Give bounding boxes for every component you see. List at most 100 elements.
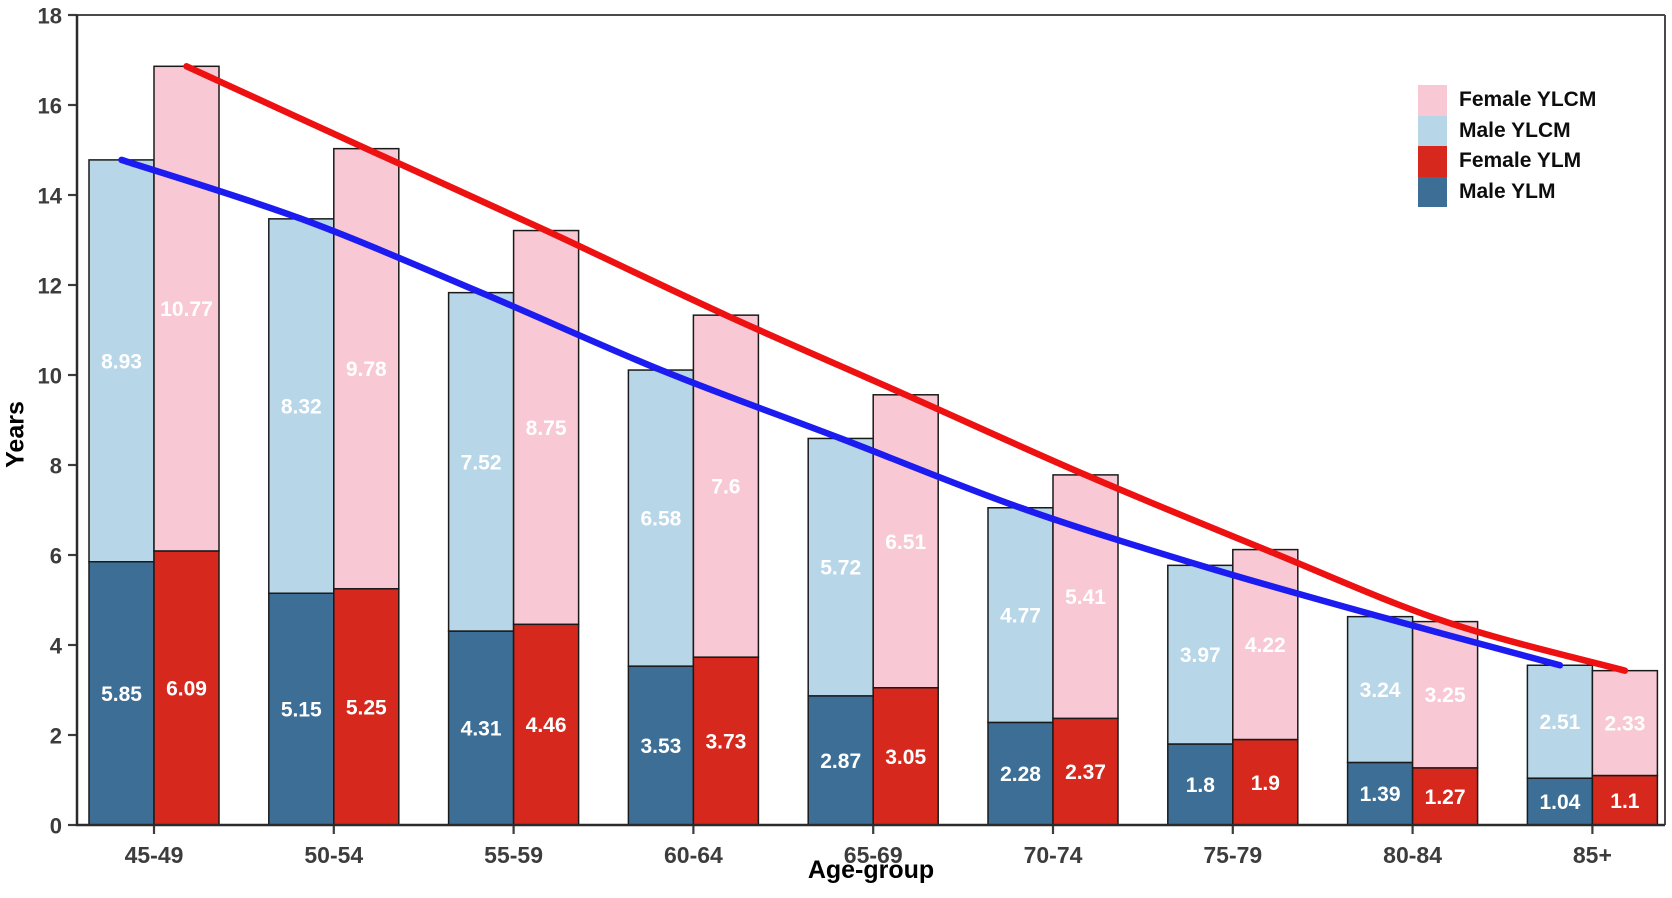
legend-swatch: [1418, 146, 1447, 177]
bar-segment: [447, 630, 515, 826]
bar-value-label: 5.41: [1065, 586, 1106, 609]
y-axis-title: Years: [1, 401, 30, 468]
bar-value-label: 8.93: [101, 350, 142, 373]
bar-segment: [1167, 564, 1234, 745]
y-tick-label: 10: [38, 364, 62, 389]
bar-value-label: 6.51: [885, 531, 926, 554]
bar-segment: [692, 314, 760, 658]
bar-segment: [1526, 664, 1594, 779]
legend-label: Male YLCM: [1459, 118, 1571, 142]
bar-segment: [1591, 669, 1659, 777]
male-total-line: [118, 156, 1564, 669]
x-tick-label: 70-74: [1024, 842, 1083, 868]
bar-segment: [1052, 474, 1119, 720]
bar-value-label: 5.15: [281, 699, 322, 722]
bar-value-label: 2.37: [1065, 761, 1106, 784]
bar-segment: [268, 592, 335, 826]
legend-item: Male YLCM: [1418, 115, 1596, 146]
bar-value-label: 1.9: [1251, 772, 1280, 795]
x-axis-title: Age-group: [807, 856, 935, 884]
bar-value-label: 2.28: [1000, 763, 1041, 786]
bar-segment: [333, 147, 400, 590]
bar-value-label: 1.27: [1425, 786, 1466, 809]
y-tick-label: 14: [38, 184, 63, 209]
bar-value-label: 1.8: [1186, 774, 1216, 797]
bar-segment: [987, 507, 1054, 724]
bar-segment: [1411, 620, 1479, 769]
bar-value-label: 10.77: [160, 298, 213, 321]
bar-value-label: 6.09: [166, 677, 207, 700]
bar-segment: [692, 656, 760, 826]
bar-value-label: 4.22: [1245, 634, 1286, 657]
bar-segment: [88, 159, 155, 563]
legend-item: Female YLCM: [1418, 85, 1596, 116]
bar-value-label: 5.85: [101, 683, 142, 706]
bar-value-label: 2.33: [1604, 713, 1645, 736]
bar-segment: [512, 229, 580, 626]
bar-value-label: 3.25: [1425, 684, 1466, 707]
y-tick-label: 6: [50, 544, 62, 569]
x-tick-label: 80-84: [1383, 842, 1442, 868]
y-tick-label: 4: [50, 634, 63, 659]
bar-segment: [1346, 761, 1414, 826]
bar-value-label: 7.6: [711, 476, 740, 499]
x-tick-label: 55-59: [484, 842, 543, 868]
legend-item: Male YLM: [1418, 176, 1596, 207]
legend-swatch: [1418, 85, 1447, 116]
legend-label: Male YLM: [1459, 179, 1556, 203]
bar-segment: [153, 65, 220, 552]
bar-segment: [1052, 717, 1119, 826]
bar-value-label: 4.46: [526, 714, 567, 737]
bar-segment: [872, 687, 939, 826]
bar-segment: [268, 218, 335, 594]
bar-segment: [333, 588, 400, 826]
bar-segment: [153, 550, 220, 826]
y-tick-label: 16: [38, 94, 62, 119]
x-tick-label: 60-64: [664, 842, 723, 868]
x-tick-label: 85+: [1573, 842, 1612, 868]
bar-segment: [627, 369, 695, 667]
bar-value-label: 3.97: [1180, 644, 1221, 667]
bar-value-label: 6.58: [640, 508, 681, 531]
legend-swatch: [1418, 176, 1447, 207]
bar-segment: [987, 721, 1054, 826]
bar-segment: [807, 695, 874, 826]
legend-label: Female YLCM: [1459, 88, 1597, 112]
bar-value-label: 5.72: [820, 557, 861, 580]
legend: Female YLCM Male YLCM Female YLM Male YLM: [1418, 85, 1596, 207]
bar-segment: [88, 561, 155, 826]
bar-value-label: 8.32: [281, 396, 322, 419]
bar-value-label: 1.04: [1539, 791, 1580, 814]
y-tick-label: 0: [50, 814, 62, 839]
bar-value-label: 1.1: [1610, 790, 1640, 813]
bar-value-label: 3.53: [640, 735, 681, 758]
bar-value-label: 1.39: [1360, 783, 1401, 806]
bar-value-label: 3.05: [885, 746, 926, 769]
x-tick-label: 45-49: [125, 842, 184, 868]
bar-value-label: 3.73: [705, 731, 746, 754]
legend-label: Female YLM: [1459, 149, 1582, 173]
bar-segment: [1411, 767, 1479, 826]
bar-value-label: 5.25: [346, 696, 387, 719]
x-tick-label: 50-54: [304, 842, 363, 868]
bar-value-label: 7.52: [461, 451, 502, 474]
bar-segment: [872, 394, 939, 689]
y-tick-label: 12: [38, 274, 62, 299]
female-total-line: [183, 63, 1629, 674]
y-tick-label: 8: [50, 454, 62, 479]
y-tick-label: 18: [38, 4, 62, 29]
bar-value-label: 4.77: [1000, 605, 1041, 628]
x-tick-label: 75-79: [1203, 842, 1262, 868]
x-tick-label: 65-69: [844, 842, 903, 868]
legend-item: Female YLM: [1418, 146, 1596, 177]
y-tick-label: 2: [50, 724, 62, 749]
bar-value-label: 2.87: [820, 750, 861, 773]
bar-value-label: 3.24: [1360, 679, 1401, 702]
bar-value-label: 2.51: [1539, 711, 1580, 734]
bar-value-label: 8.75: [526, 417, 567, 440]
legend-swatch: [1418, 115, 1447, 146]
bar-value-label: 4.31: [461, 718, 502, 741]
bar-value-label: 9.78: [346, 358, 387, 381]
